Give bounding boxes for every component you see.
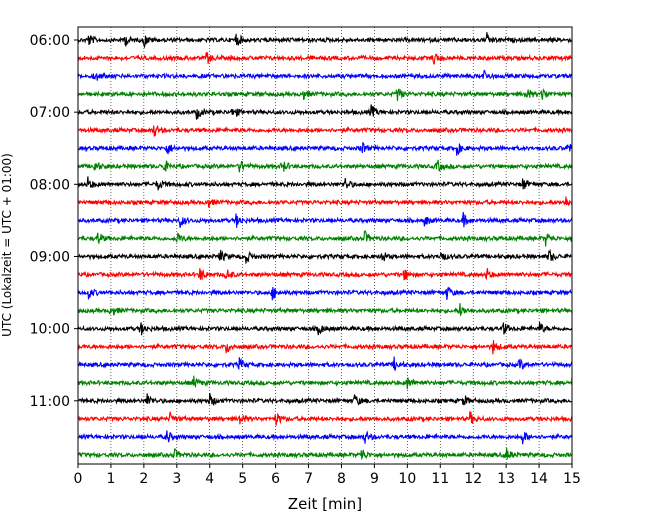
trace-1115: [77, 411, 573, 426]
x-tick-label-15: 15: [563, 471, 581, 487]
trace-1130: [77, 430, 573, 445]
trace-0945: [77, 303, 573, 316]
x-tick-label-9: 9: [370, 471, 379, 487]
x-tick-label-1: 1: [106, 471, 115, 487]
trace-0615: [77, 52, 573, 65]
trace-1100: [77, 392, 573, 406]
trace-0730: [77, 141, 573, 156]
trace-1045: [77, 375, 573, 390]
x-tick-label-7: 7: [304, 471, 313, 487]
trace-0800: [77, 176, 573, 191]
y-tick-label-0600: 06:00: [30, 33, 70, 49]
x-axis-ticks: 0 1 2 3 4 5 6 7 8 9 10 11 12 13 14 15: [74, 464, 581, 487]
trace-0900: [77, 248, 573, 264]
trace-0630: [77, 69, 573, 81]
x-tick-label-0: 0: [74, 471, 83, 487]
x-tick-label-6: 6: [271, 471, 280, 487]
y-tick-label-0900: 09:00: [30, 249, 70, 265]
x-tick-label-10: 10: [398, 471, 416, 487]
trace-0930: [77, 286, 573, 301]
x-tick-label-12: 12: [464, 471, 482, 487]
trace-1030: [77, 356, 573, 371]
x-tick-label-8: 8: [337, 471, 346, 487]
trace-0915: [77, 268, 573, 281]
x-tick-label-4: 4: [205, 471, 214, 487]
seismogram-traces: [77, 32, 573, 461]
trace-0830: [77, 211, 573, 228]
trace-0845: [77, 230, 573, 247]
x-tick-label-13: 13: [497, 471, 515, 487]
y-tick-label-1000: 10:00: [30, 322, 70, 338]
trace-0745: [77, 159, 573, 173]
trace-1000: [77, 321, 573, 336]
x-tick-label-14: 14: [530, 471, 548, 487]
plot-frame: [77, 26, 573, 465]
trace-0645: [77, 87, 573, 101]
trace-0815: [77, 196, 573, 208]
trace-0700: [77, 104, 573, 120]
y-tick-label-0700: 07:00: [30, 105, 70, 121]
x-tick-label-2: 2: [139, 471, 148, 487]
y-axis-label: UTC (Lokalzeit = UTC + 01:00): [0, 153, 14, 337]
x-tick-label-11: 11: [431, 471, 449, 487]
x-axis-label: Zeit [min]: [288, 495, 362, 513]
grid-lines: [110, 27, 540, 464]
trace-1145: [77, 447, 573, 461]
x-tick-label-3: 3: [172, 471, 181, 487]
y-tick-label-0800: 08:00: [30, 177, 70, 193]
trace-1015: [77, 340, 573, 355]
trace-0600: [77, 32, 573, 49]
x-tick-label-5: 5: [238, 471, 247, 487]
y-axis-ticks: 06:00 07:00 08:00 09:00 10:00 11:00: [30, 33, 78, 410]
trace-0715: [77, 124, 573, 137]
y-tick-label-1100: 11:00: [30, 394, 70, 410]
